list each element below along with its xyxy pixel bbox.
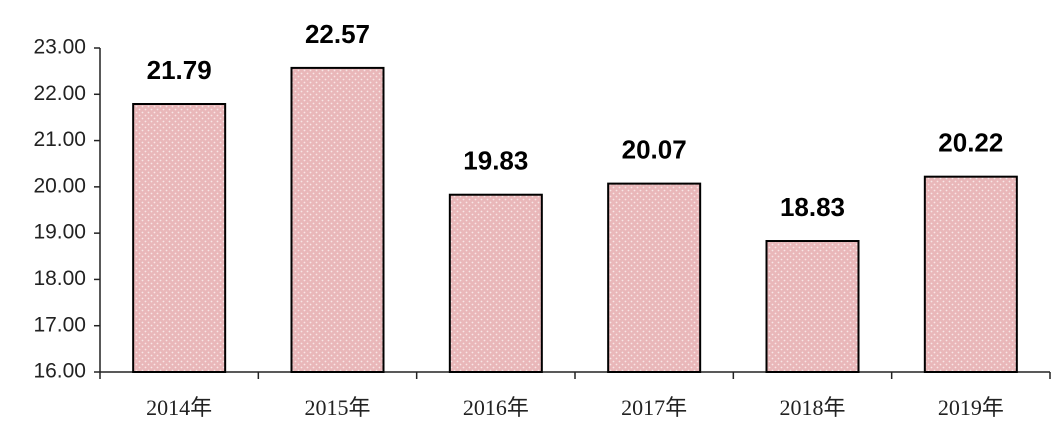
x-tick-label: 2018年 [779,395,845,420]
x-tick-label: 2019年 [938,395,1004,420]
value-label: 20.07 [622,134,687,164]
value-label: 18.83 [780,192,845,222]
y-tick-label: 16.00 [33,360,86,383]
y-tick-label: 18.00 [33,267,86,290]
bar [290,66,385,373]
y-tick-label: 21.00 [33,128,86,151]
bar [765,240,860,373]
y-tick-label: 23.00 [33,36,86,59]
x-tick-label: 2015年 [304,395,370,420]
x-tick-label: 2016年 [463,395,529,420]
bar [923,175,1018,373]
y-tick-label: 17.00 [33,313,86,336]
y-tick-label: 22.00 [33,82,86,105]
value-label: 22.57 [305,19,370,49]
y-tick-label: 19.00 [33,221,86,244]
value-label: 19.83 [463,146,528,176]
bar [132,103,227,374]
y-tick-label: 20.00 [33,174,86,197]
value-label: 21.79 [147,55,212,85]
bar [448,193,543,373]
x-tick-label: 2017年 [621,395,687,420]
x-tick-label: 2014年 [146,395,212,420]
bar [607,182,702,373]
value-label: 20.22 [938,128,1003,158]
